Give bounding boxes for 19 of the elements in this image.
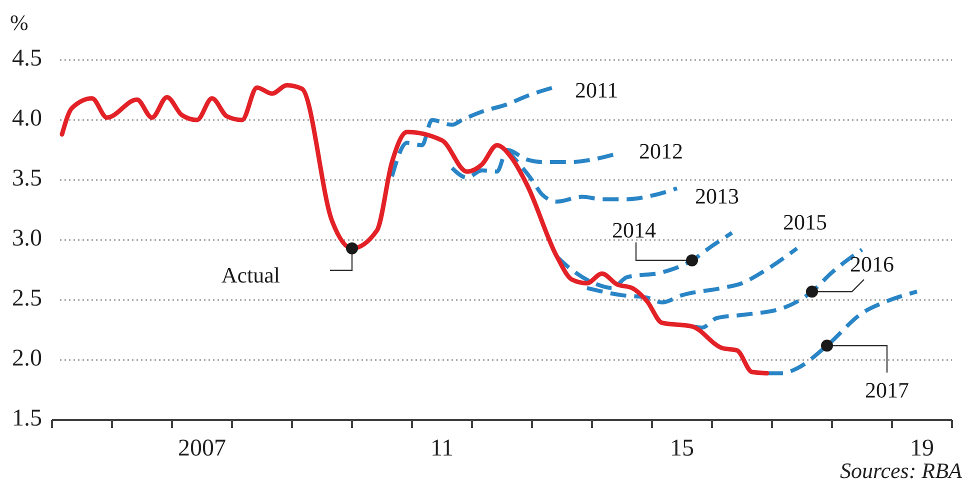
y-tick-label: 1.5 — [12, 406, 42, 432]
y-axis-title: % — [10, 10, 28, 36]
y-tick-label: 2.0 — [12, 346, 42, 372]
y-tick-label: 2.5 — [12, 286, 42, 312]
series-label: 2014 — [612, 217, 656, 242]
series-label: 2015 — [783, 209, 827, 234]
x-tick-label: 15 — [670, 436, 694, 462]
x-tick-label: 2007 — [178, 436, 226, 462]
series-label: 2011 — [575, 77, 618, 102]
x-tick-label: 11 — [430, 436, 454, 462]
y-tick-label: 4.5 — [12, 46, 42, 72]
y-tick-label: 4.0 — [12, 106, 42, 132]
y-tick-label: 3.0 — [12, 226, 42, 252]
series-label: 2016 — [850, 252, 894, 277]
y-tick-label: 3.5 — [12, 166, 42, 192]
series-label: 2013 — [695, 183, 739, 208]
series-label: 2012 — [639, 138, 683, 164]
text: Actual — [221, 262, 280, 288]
series-label: 2017 — [865, 378, 909, 403]
